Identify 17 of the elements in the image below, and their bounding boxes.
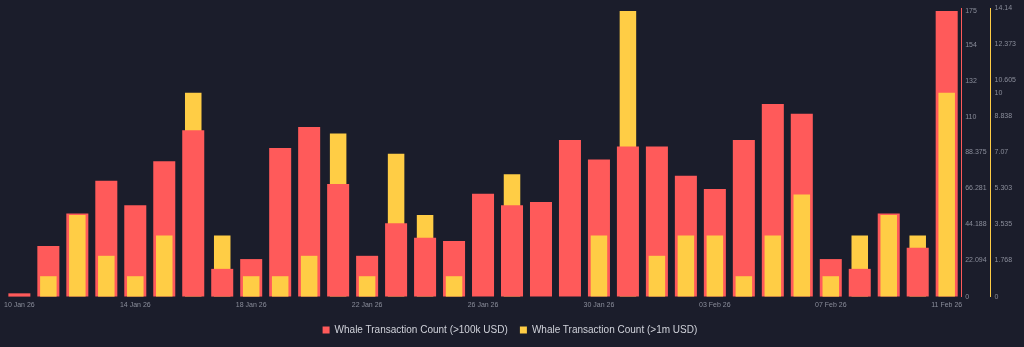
bar <box>127 276 144 297</box>
bar <box>8 293 31 297</box>
bar <box>40 276 57 297</box>
legend-label: Whale Transaction Count (>1m USD) <box>531 323 698 335</box>
bar <box>764 235 782 297</box>
bar <box>472 193 495 297</box>
bar <box>732 139 755 297</box>
bar <box>938 92 955 297</box>
bar <box>271 276 289 297</box>
bar <box>300 255 318 297</box>
bar <box>648 255 666 297</box>
bar <box>735 276 753 297</box>
legend-label: Whale Transaction Count (>100k USD) <box>334 323 508 335</box>
bar <box>156 235 173 297</box>
bar <box>529 201 552 297</box>
bar <box>98 255 115 297</box>
bar <box>558 139 581 297</box>
